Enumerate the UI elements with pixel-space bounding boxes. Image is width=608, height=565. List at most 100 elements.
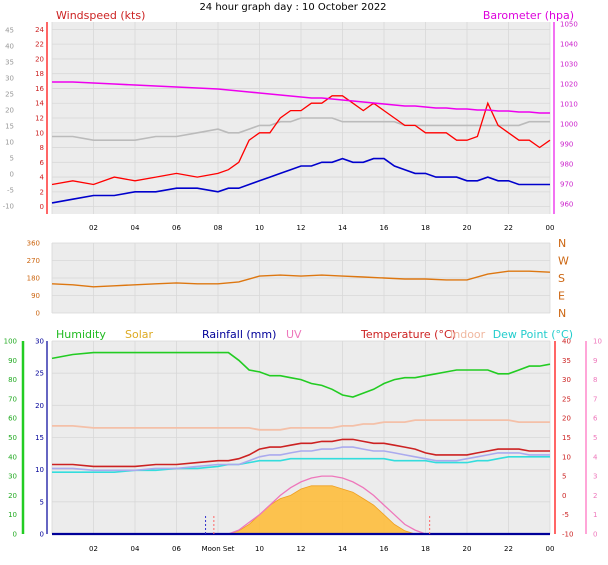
outer-tick-label: 40 — [5, 43, 14, 51]
temperature-x-tick-label: 20 — [463, 545, 472, 553]
feels-like-line — [52, 446, 550, 472]
windspeed-tick-label: 20 — [35, 55, 44, 63]
temperature-tick-label: 5 — [562, 473, 566, 481]
windspeed-tick-label: 0 — [40, 203, 44, 211]
windspeed-tick-label: 8 — [40, 144, 44, 152]
temperature-tick-label: 20 — [562, 415, 571, 423]
rainfall-tick-label: 30 — [35, 338, 44, 346]
wind-x-tick-label: 18 — [421, 224, 430, 232]
temperature-tick-label: 40 — [562, 338, 571, 346]
outer-tick-label: 15 — [5, 123, 14, 131]
barometer-tick-label: 1010 — [560, 101, 578, 109]
barometer-tick-label: 1020 — [560, 81, 578, 89]
temperature-tick-label: 25 — [562, 395, 571, 403]
chart-title: 24 hour graph day : 10 October 2022 — [199, 2, 386, 13]
wind-x-tick-label: 00 — [546, 224, 555, 232]
tick-labels: 0246810121416182022249609709809901000101… — [3, 21, 602, 554]
temperature-x-tick-label: 04 — [131, 545, 140, 553]
uv-tick-label: 8 — [593, 376, 597, 384]
uv-tick-label: 0 — [593, 531, 597, 539]
rainfall-tick-label: 20 — [35, 402, 44, 410]
legend-solar: Solar — [125, 328, 154, 341]
wind-x-tick-label: 12 — [297, 224, 306, 232]
rainfall-tick-label: 0 — [40, 531, 44, 539]
temperature-x-tick-label: 18 — [421, 545, 430, 553]
legend-humidity: Humidity — [56, 328, 106, 341]
average-wind-line — [51, 157, 550, 204]
temperature-x-tick-label: 12 — [297, 545, 306, 553]
humidity-tick-label: 20 — [8, 492, 17, 500]
humidity-tick-label: 100 — [4, 338, 17, 346]
humidity-tick-label: 40 — [8, 453, 17, 461]
gust-line — [51, 95, 551, 186]
humidity-tick-label: 70 — [8, 395, 17, 403]
windspeed-tick-label: 22 — [35, 41, 44, 49]
rainfall-tick-label: 10 — [35, 466, 44, 474]
compass-label: N — [558, 307, 566, 320]
barometer-tick-label: 970 — [560, 181, 573, 189]
temperature-x-tick-label: 00 — [546, 545, 555, 553]
temperature-x-tick-label: Moon Set — [202, 545, 235, 553]
wind-x-tick-label: 02 — [89, 224, 98, 232]
windspeed-tick-label: 6 — [40, 159, 45, 167]
outer-tick-label: 30 — [5, 75, 14, 83]
indoor-temperature-line — [52, 419, 550, 431]
direction-tick-label: 360 — [27, 240, 40, 248]
direction-tick-label: 180 — [27, 275, 40, 283]
rainfall-tick-label: 5 — [40, 498, 44, 506]
temperature-x-tick-label: 14 — [338, 545, 347, 553]
uv-tick-label: 3 — [593, 473, 597, 481]
outer-tick-label: -5 — [7, 187, 14, 195]
temperature-x-tick-label: 10 — [255, 545, 264, 553]
dew-point-line — [52, 456, 550, 473]
temperature-tick-label: 15 — [562, 434, 571, 442]
temperature-tick-label: 0 — [562, 492, 566, 500]
barometer-tick-label: 1000 — [560, 121, 578, 129]
uv-tick-label: 6 — [593, 415, 598, 423]
wind-x-tick-label: 14 — [338, 224, 347, 232]
wind-x-tick-label: 08 — [214, 224, 223, 232]
humidity-line — [51, 351, 551, 398]
barometer-line — [52, 81, 550, 114]
humidity-tick-label: 50 — [8, 434, 17, 442]
uv-tick-label: 5 — [593, 434, 597, 442]
temperature-tick-label: 35 — [562, 357, 571, 365]
data-series — [51, 81, 551, 536]
temperature-x-tick-label: 22 — [504, 545, 513, 553]
uv-tick-label: 1 — [593, 511, 597, 519]
temperature-tick-label: 30 — [562, 376, 571, 384]
outer-tick-label: 25 — [5, 91, 14, 99]
rainfall-tick-label: 15 — [35, 434, 44, 442]
legend-rainfall: Rainfall (mm) — [202, 328, 276, 341]
temperature-tick-label: -10 — [562, 531, 573, 539]
windspeed-tick-label: 16 — [35, 85, 44, 93]
uv-tick-label: 4 — [593, 453, 598, 461]
windspeed-tick-label: 24 — [35, 26, 44, 34]
legend-dew-point: Dew Point (°C) — [493, 328, 573, 341]
outer-tick-label: 35 — [5, 59, 14, 67]
compass-label: S — [558, 272, 565, 285]
direction-tick-label: 0 — [36, 310, 40, 318]
barometer-tick-label: 960 — [560, 201, 573, 209]
temperature-x-tick-label: 02 — [89, 545, 98, 553]
barometer-tick-label: 1030 — [560, 61, 578, 69]
outer-tick-label: 5 — [10, 155, 14, 163]
uv-tick-label: 2 — [593, 492, 597, 500]
humidity-tick-label: 90 — [8, 357, 17, 365]
humidity-tick-label: 0 — [13, 531, 17, 539]
outer-tick-label: 45 — [5, 27, 14, 35]
windspeed-tick-label: 14 — [35, 100, 44, 108]
temperature-tick-label: -5 — [562, 511, 569, 519]
temperature-x-tick-label: 06 — [172, 545, 181, 553]
outer-tick-label: 0 — [10, 171, 14, 179]
wind-direction-line — [51, 270, 551, 288]
outer-tick-label: 10 — [5, 139, 14, 147]
wind-x-tick-label: 20 — [463, 224, 472, 232]
outer-tick-label: -10 — [3, 203, 14, 211]
wind-x-tick-label: 10 — [255, 224, 264, 232]
humidity-tick-label: 60 — [8, 415, 17, 423]
compass-label: W — [558, 255, 569, 268]
windspeed-tick-label: 12 — [35, 115, 44, 123]
temperature-line — [52, 438, 550, 468]
